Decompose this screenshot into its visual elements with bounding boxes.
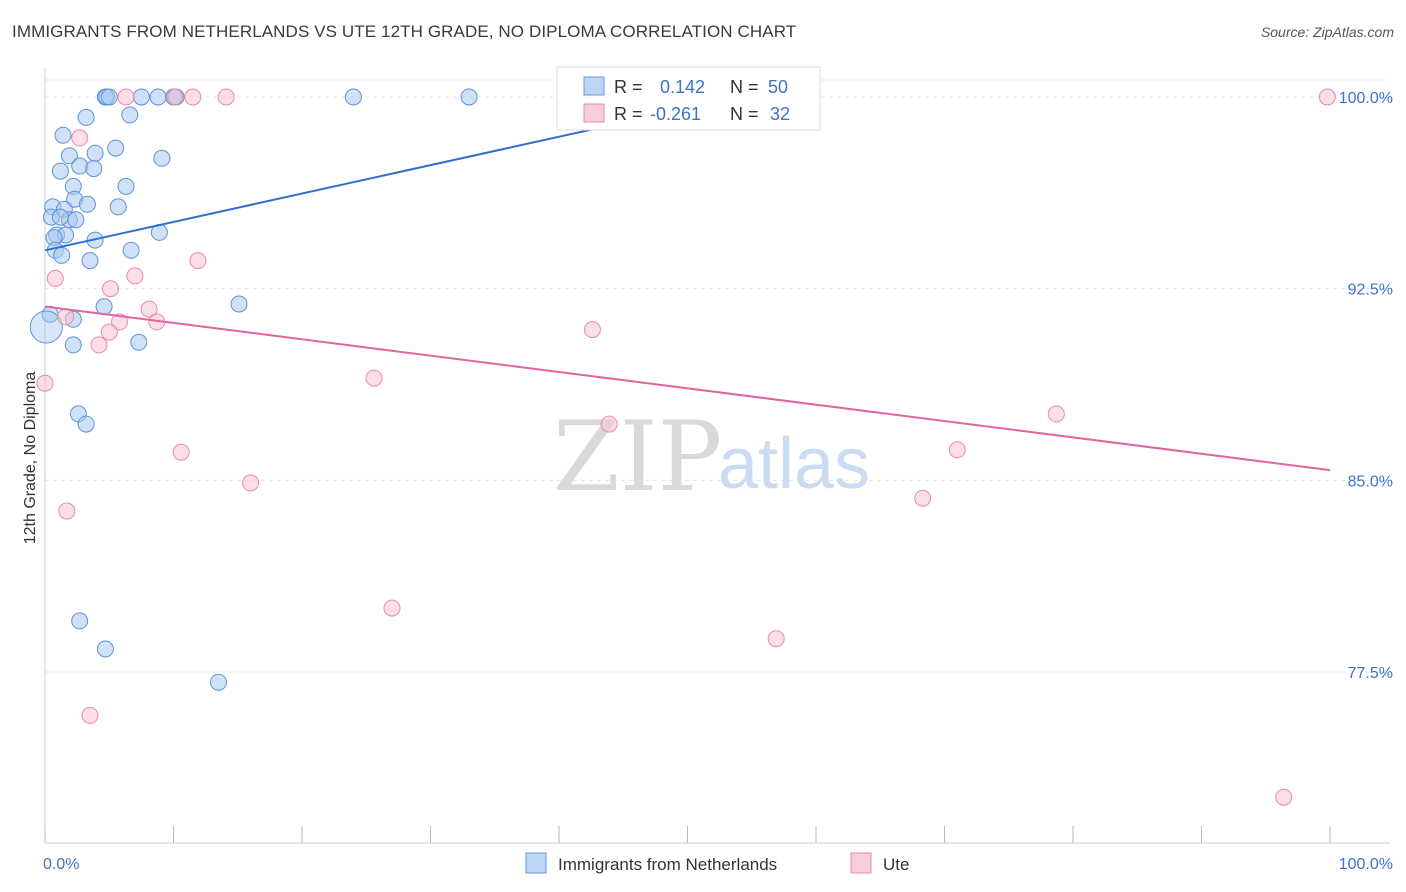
bottom-legend-label-netherlands: Immigrants from Netherlands [558, 855, 777, 874]
y-tick-label-0: 100.0% [1339, 90, 1393, 107]
ute-point-10 [46, 269, 64, 287]
netherlands-point-3 [132, 88, 150, 106]
legend-n-value-1: 50 [768, 77, 788, 97]
ute-point-7 [189, 252, 207, 270]
y-axis-label: 12th Grade, No Diploma [22, 372, 39, 545]
grid-lines [45, 79, 1390, 673]
netherlands-point-9 [77, 108, 95, 126]
netherlands-point-44 [130, 333, 148, 351]
netherlands-point-41 [95, 298, 113, 316]
bottom-legend-label-ute: Ute [883, 855, 909, 874]
legend-r-value-2: -0.261 [650, 104, 701, 124]
netherlands-point-11 [54, 126, 72, 144]
netherlands-point-37 [53, 246, 71, 264]
stats-legend: R = 0.142 N = 50 R = -0.261 N = 32 [556, 66, 821, 131]
ute-point-19 [36, 374, 54, 392]
y-tick-label-2: 85.0% [1348, 473, 1393, 490]
ute-point-11 [140, 300, 158, 318]
netherlands-point-48 [96, 640, 114, 658]
ute-point-15 [100, 323, 118, 341]
series-legend: Immigrants from Netherlands Ute [525, 852, 909, 874]
legend-n-value-2: 32 [770, 104, 790, 124]
ute-point-0 [117, 88, 135, 106]
netherlands-point-13 [60, 147, 78, 165]
legend-n-label-2: N = [730, 104, 759, 124]
ute-point-2 [184, 88, 202, 106]
netherlands-point-46 [77, 415, 95, 433]
legend-swatch-ute [583, 103, 605, 123]
netherlands-point-8 [460, 88, 478, 106]
axes [44, 68, 1390, 844]
ute-point-1 [166, 88, 184, 106]
netherlands-point-10 [121, 106, 139, 124]
x-tick-label-1: 100.0% [1339, 856, 1393, 873]
netherlands-point-47 [71, 612, 89, 630]
watermark-atlas: atlas [718, 424, 870, 504]
netherlands-point-7 [344, 88, 362, 106]
watermark: ZIP atlas [553, 401, 870, 513]
ute-point-26 [914, 489, 932, 507]
ute-point-8 [126, 267, 144, 285]
chart-title: IMMIGRANTS FROM NETHERLANDS VS UTE 12TH … [12, 22, 797, 41]
trend-line-ute [44, 305, 1331, 472]
netherlands-point-43 [64, 336, 82, 354]
netherlands-point-28 [67, 211, 85, 229]
ute-point-22 [948, 441, 966, 459]
ute-point-3 [217, 88, 235, 106]
netherlands-point-14 [86, 144, 104, 162]
ute-point-9 [102, 280, 119, 298]
netherlands-point-2 [100, 88, 118, 106]
ute-point-16 [90, 336, 108, 354]
legend-swatch-netherlands [583, 76, 605, 96]
netherlands-point-29 [51, 208, 69, 226]
ute-point-27 [383, 599, 401, 617]
ute-point-6 [71, 129, 89, 147]
netherlands-point-42 [230, 295, 248, 313]
x-tick-label-0: 0.0% [43, 856, 79, 873]
y-tick-label-1: 92.5% [1348, 282, 1393, 299]
netherlands-point-large [29, 310, 63, 344]
ute-point-12 [57, 308, 75, 326]
ute-point-14 [111, 313, 128, 331]
netherlands-point-4 [149, 88, 167, 106]
netherlands-point-49 [210, 673, 227, 691]
watermark-zip: ZIP [553, 401, 722, 513]
ute-point-18 [365, 369, 383, 387]
netherlands-point-15 [153, 149, 171, 167]
x-tick-labels: 0.0% 100.0% [43, 856, 1393, 873]
trend-line-netherlands [44, 121, 624, 252]
ute-point-25 [58, 502, 76, 520]
trend-lines [44, 121, 1331, 472]
bottom-legend-swatch-netherlands [525, 852, 547, 874]
netherlands-point-36 [122, 241, 140, 259]
netherlands-point-16 [51, 162, 69, 180]
bottom-legend-swatch-ute [850, 852, 872, 874]
ute-point-28 [767, 630, 785, 648]
netherlands-point-12 [107, 139, 125, 157]
legend-r-label-1: R = [614, 77, 643, 97]
ute-point-23 [172, 443, 190, 461]
netherlands-point-20 [117, 177, 135, 195]
legend-n-label-1: N = [730, 77, 759, 97]
netherlands-point-24 [78, 195, 96, 213]
source-credit: Source: ZipAtlas.com [1260, 24, 1394, 40]
y-tick-labels: 100.0% 92.5% 85.0% 77.5% [1339, 90, 1393, 682]
legend-r-label-2: R = [614, 104, 643, 124]
ute-point-20 [1047, 405, 1065, 423]
ute-point-30 [1275, 788, 1293, 806]
netherlands-point-25 [109, 198, 127, 216]
series-netherlands-points [29, 88, 478, 691]
ute-point-24 [242, 474, 260, 492]
ute-point-17 [583, 321, 601, 339]
netherlands-point-38 [81, 252, 99, 270]
netherlands-point-18 [85, 160, 103, 178]
netherlands-point-17 [71, 157, 89, 175]
legend-r-value-1: 0.142 [660, 77, 705, 97]
ute-point-5 [1318, 88, 1336, 106]
series-ute-points [36, 88, 1336, 806]
ute-point-29 [81, 706, 99, 724]
y-tick-label-3: 77.5% [1348, 665, 1393, 682]
ute-point-21 [600, 415, 618, 433]
